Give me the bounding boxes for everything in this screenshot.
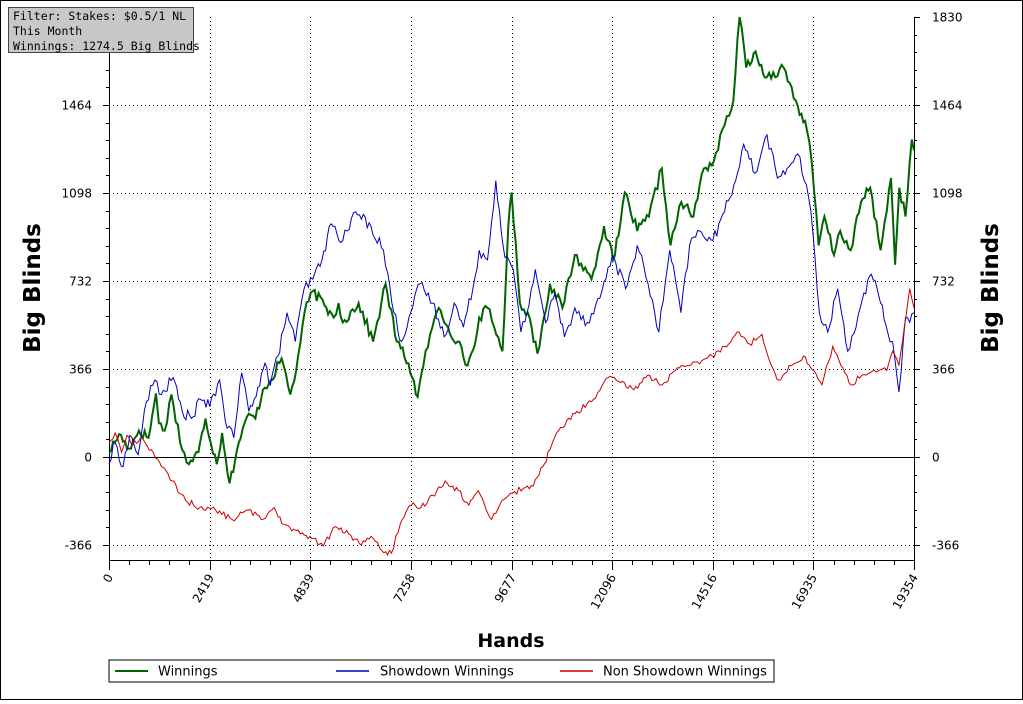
x-axis-label: Hands <box>477 630 544 652</box>
series-line-non-showdown <box>108 288 915 556</box>
grid <box>109 17 914 560</box>
axes <box>103 17 920 570</box>
legend: Winnings Showdown Winnings Non Showdown … <box>108 659 775 683</box>
legend-label-showdown: Showdown Winnings <box>380 665 514 680</box>
y-tick-label-right: 1098 <box>932 187 963 201</box>
y-tick-label-left: 0 <box>84 451 92 465</box>
series-lines <box>108 16 915 556</box>
y-tick-label-right: 732 <box>932 275 955 289</box>
legend-box <box>108 659 775 683</box>
series-line-winnings <box>108 16 915 484</box>
filter-info-box: Filter: Stakes: $0.5/1 NL This Month Win… <box>8 7 200 53</box>
y-axis-label-right: Big Blinds <box>978 223 1004 353</box>
y-tick-label-left: 366 <box>69 363 92 377</box>
y-axis-label-left: Big Blinds <box>20 223 46 353</box>
winnings-summary: Winnings: 1274.5 Big Blinds <box>13 39 200 53</box>
y-tick-label-right: 1464 <box>932 99 963 113</box>
series-line-showdown <box>108 133 915 468</box>
legend-label-non-showdown: Non Showdown Winnings <box>603 665 767 680</box>
y-tick-label-right: 1830 <box>932 11 963 25</box>
period-text: This Month <box>13 24 83 38</box>
y-tick-label-left: 1098 <box>61 187 92 201</box>
y-tick-label-right: 366 <box>932 363 955 377</box>
y-tick-label-left: 732 <box>69 275 92 289</box>
filter-text: Filter: Stakes: $0.5/1 NL <box>13 9 187 23</box>
legend-label-winnings: Winnings <box>158 665 218 680</box>
y-tick-label-left: -366 <box>65 539 92 553</box>
y-tick-label-right: 0 <box>932 451 940 465</box>
y-tick-label-right: -366 <box>932 539 959 553</box>
y-tick-label-left: 1464 <box>61 99 92 113</box>
